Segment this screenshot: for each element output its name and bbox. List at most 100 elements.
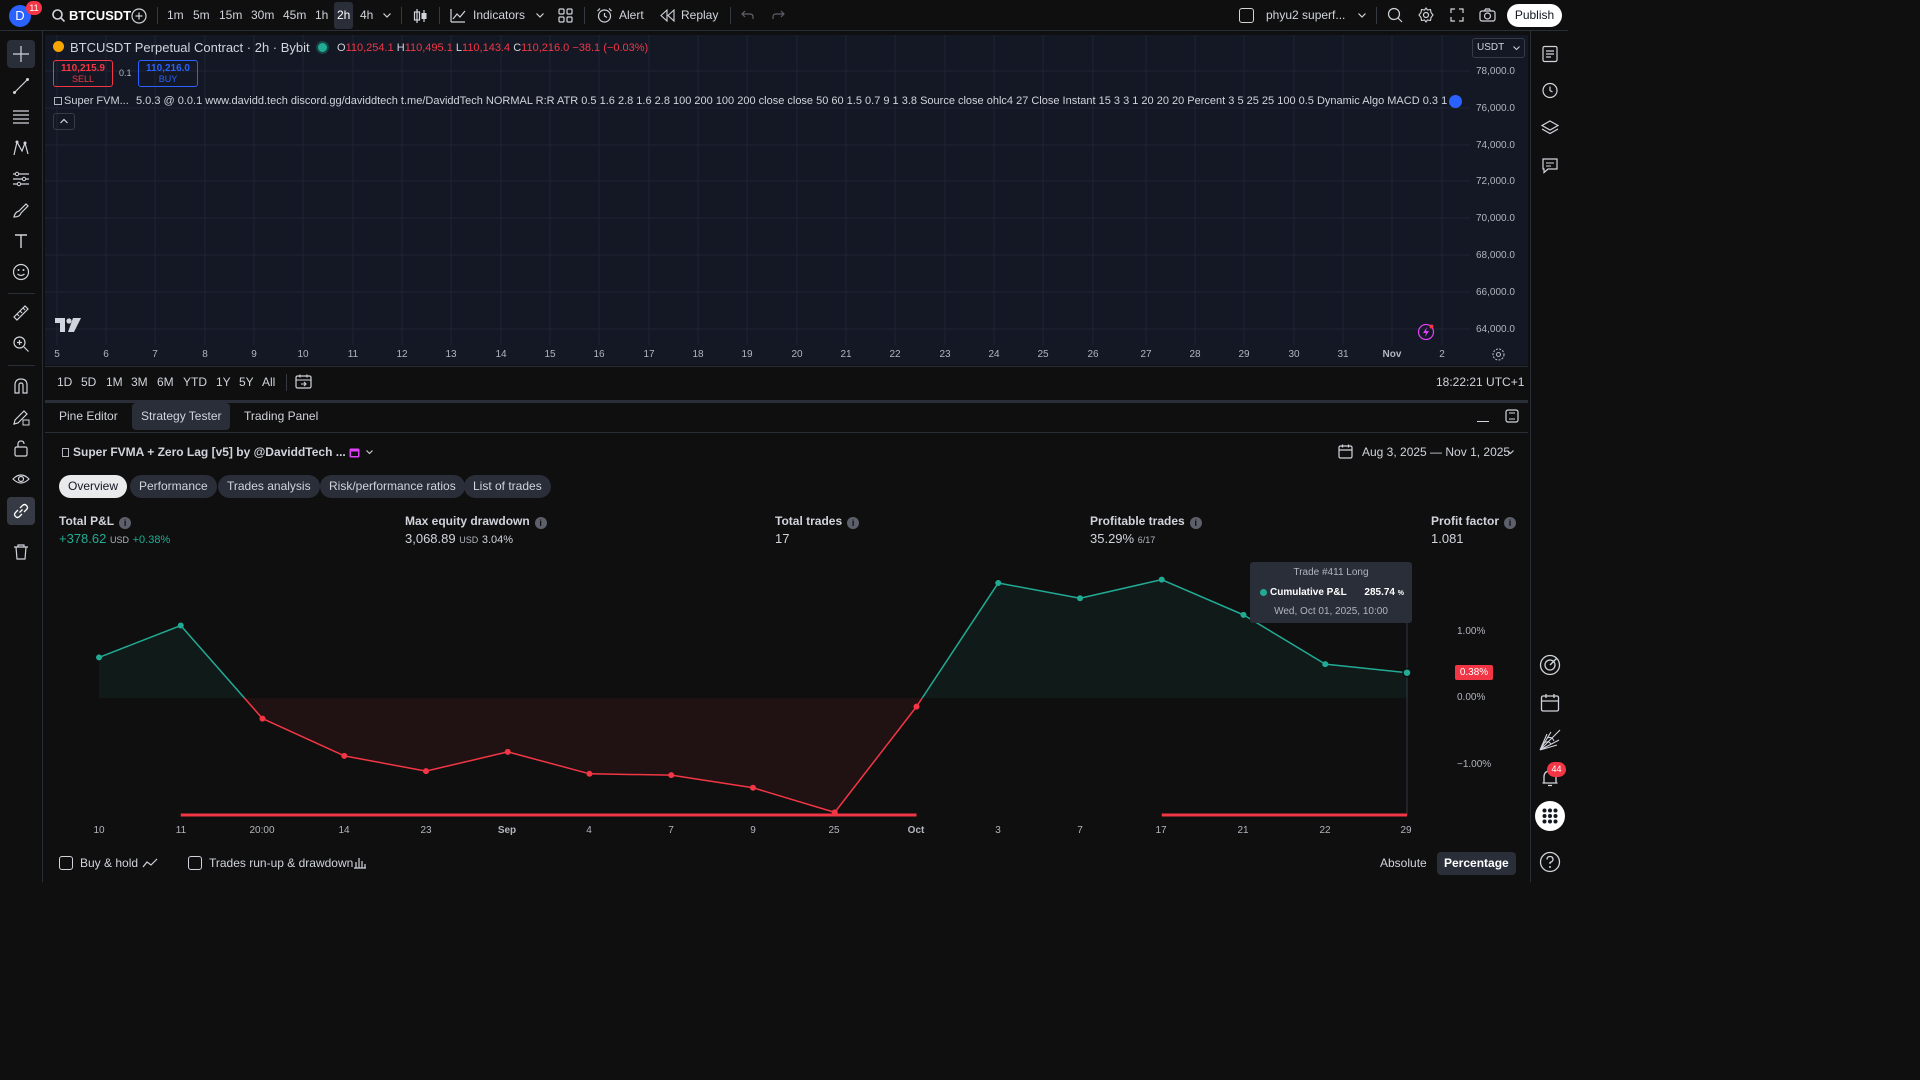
chevron-down-icon[interactable] <box>1358 13 1366 18</box>
tab-pine-editor[interactable]: Pine Editor <box>59 409 118 423</box>
add-symbol-icon[interactable] <box>131 8 147 24</box>
minimize-icon[interactable] <box>1477 421 1489 422</box>
settings-icon[interactable] <box>1418 7 1434 23</box>
interval-1m[interactable]: 1m <box>167 8 184 22</box>
info-icon[interactable]: i <box>847 517 860 529</box>
collapse-legend-button[interactable] <box>53 113 75 130</box>
flash-icon[interactable] <box>1417 323 1435 341</box>
calendar-button[interactable] <box>1536 689 1564 717</box>
range-3m[interactable]: 3M <box>131 375 148 389</box>
indicator-more-icon[interactable] <box>1449 95 1462 108</box>
range-5d[interactable]: 5D <box>81 375 97 389</box>
hotlists-button[interactable] <box>1536 726 1564 754</box>
interval-30m[interactable]: 30m <box>251 8 275 22</box>
stay-drawing-tool[interactable] <box>7 403 35 431</box>
brush-tool[interactable] <box>7 196 35 224</box>
avatar[interactable]: D <box>9 5 31 27</box>
chevron-down-icon[interactable] <box>383 13 391 18</box>
runup-checkbox[interactable] <box>188 856 202 870</box>
fullscreen-icon[interactable] <box>1450 8 1464 22</box>
range-all[interactable]: All <box>262 375 276 389</box>
clock[interactable]: 18:22:21 UTC+1 <box>1436 375 1525 389</box>
absolute-toggle[interactable]: Absolute <box>1380 856 1427 870</box>
quick-search-icon[interactable] <box>1387 7 1403 23</box>
publish-button[interactable]: Publish <box>1507 4 1562 27</box>
replay-button[interactable]: Replay <box>681 8 719 22</box>
info-icon[interactable]: i <box>1189 517 1202 529</box>
tab-strategy-tester[interactable]: Strategy Tester <box>132 403 231 430</box>
fib-tool[interactable] <box>7 103 35 131</box>
lock-drawings-tool[interactable] <box>7 434 35 462</box>
currency-select[interactable]: USDT <box>1472 38 1525 58</box>
remove-drawings-tool[interactable] <box>7 538 35 566</box>
interval-5m[interactable]: 5m <box>193 8 210 22</box>
crosshair-tool[interactable] <box>7 40 35 68</box>
object-tree-button[interactable] <box>1536 114 1564 142</box>
range-ytd[interactable]: YTD <box>183 375 207 389</box>
zoom-tool[interactable] <box>7 330 35 358</box>
subtab-risk-performance[interactable]: Risk/performance ratios <box>320 475 465 498</box>
subtab-trades-analysis[interactable]: Trades analysis <box>218 475 320 498</box>
runup-label[interactable]: Trades run-up & drawdown <box>209 856 354 870</box>
info-icon[interactable]: i <box>534 517 547 529</box>
alert-button[interactable]: Alert <box>619 8 644 22</box>
info-icon[interactable]: i <box>1504 517 1517 529</box>
chats-button[interactable] <box>1536 152 1564 180</box>
camera-icon[interactable] <box>1479 8 1496 22</box>
subtab-overview[interactable]: Overview <box>59 475 128 498</box>
search-icon[interactable] <box>52 9 65 22</box>
alerts-button[interactable] <box>1536 76 1564 104</box>
alarm-clock-icon[interactable] <box>596 7 613 24</box>
pattern-tool[interactable] <box>7 134 35 162</box>
forecast-tool[interactable] <box>7 165 35 193</box>
sell-button[interactable]: 110,215.9 SELL <box>53 60 113 87</box>
interval-4h[interactable]: 4h <box>360 8 374 22</box>
interval-15m[interactable]: 15m <box>219 8 243 22</box>
buy-button[interactable]: 110,216.0 BUY <box>138 60 198 87</box>
strategy-title[interactable]: Super FVMA + Zero Lag [v5] by @DaviddTec… <box>73 445 346 459</box>
price-chart[interactable] <box>45 35 1528 365</box>
sync-drawings-tool[interactable] <box>7 497 35 525</box>
undo-icon[interactable] <box>741 10 754 20</box>
range-1d[interactable]: 1D <box>57 375 73 389</box>
layout-name[interactable]: phyu2 superf... <box>1266 8 1346 22</box>
buy-hold-label[interactable]: Buy & hold <box>80 856 139 870</box>
indicator-name[interactable]: Super FVM... <box>64 95 129 107</box>
buy-hold-checkbox[interactable] <box>59 856 73 870</box>
trend-line-tool[interactable] <box>7 72 35 100</box>
indicators-icon[interactable] <box>450 8 466 23</box>
layouts-grid-icon[interactable] <box>558 8 573 23</box>
info-icon[interactable]: i <box>119 517 132 529</box>
interval-45m[interactable]: 45m <box>283 8 307 22</box>
candles-icon[interactable] <box>413 8 428 24</box>
hide-drawings-tool[interactable] <box>7 465 35 493</box>
redo-icon[interactable] <box>772 10 785 20</box>
percentage-toggle[interactable]: Percentage <box>1437 852 1516 875</box>
chevron-down-icon[interactable] <box>1507 450 1514 455</box>
ideas-button[interactable] <box>1536 651 1564 679</box>
range-1m[interactable]: 1M <box>106 375 123 389</box>
equity-chart[interactable] <box>45 560 1528 825</box>
maximize-icon[interactable] <box>1505 409 1519 423</box>
goto-date-icon[interactable] <box>295 374 312 389</box>
chevron-down-icon[interactable] <box>366 450 373 455</box>
text-tool[interactable] <box>7 227 35 255</box>
chevron-down-icon[interactable] <box>536 13 544 18</box>
emoji-tool[interactable] <box>7 258 35 286</box>
layout-checkbox[interactable] <box>1239 8 1254 23</box>
symbol-search[interactable]: BTCUSDT <box>69 8 132 23</box>
date-range[interactable]: Aug 3, 2025 — Nov 1, 2025 <box>1362 445 1511 459</box>
magnet-tool[interactable] <box>7 372 35 400</box>
subtab-performance[interactable]: Performance <box>130 475 217 498</box>
interval-1h[interactable]: 1h <box>315 8 329 22</box>
products-button[interactable] <box>1535 801 1565 831</box>
replay-icon[interactable] <box>660 9 675 22</box>
range-5y[interactable]: 5Y <box>239 375 254 389</box>
tab-trading-panel[interactable]: Trading Panel <box>244 409 319 423</box>
measure-tool[interactable] <box>7 299 35 327</box>
watchlist-button[interactable] <box>1536 40 1564 68</box>
interval-2h[interactable]: 2h <box>334 2 354 29</box>
subtab-list-of-trades[interactable]: List of trades <box>464 475 551 498</box>
calendar-icon[interactable] <box>1338 444 1353 459</box>
help-button[interactable] <box>1536 848 1564 876</box>
